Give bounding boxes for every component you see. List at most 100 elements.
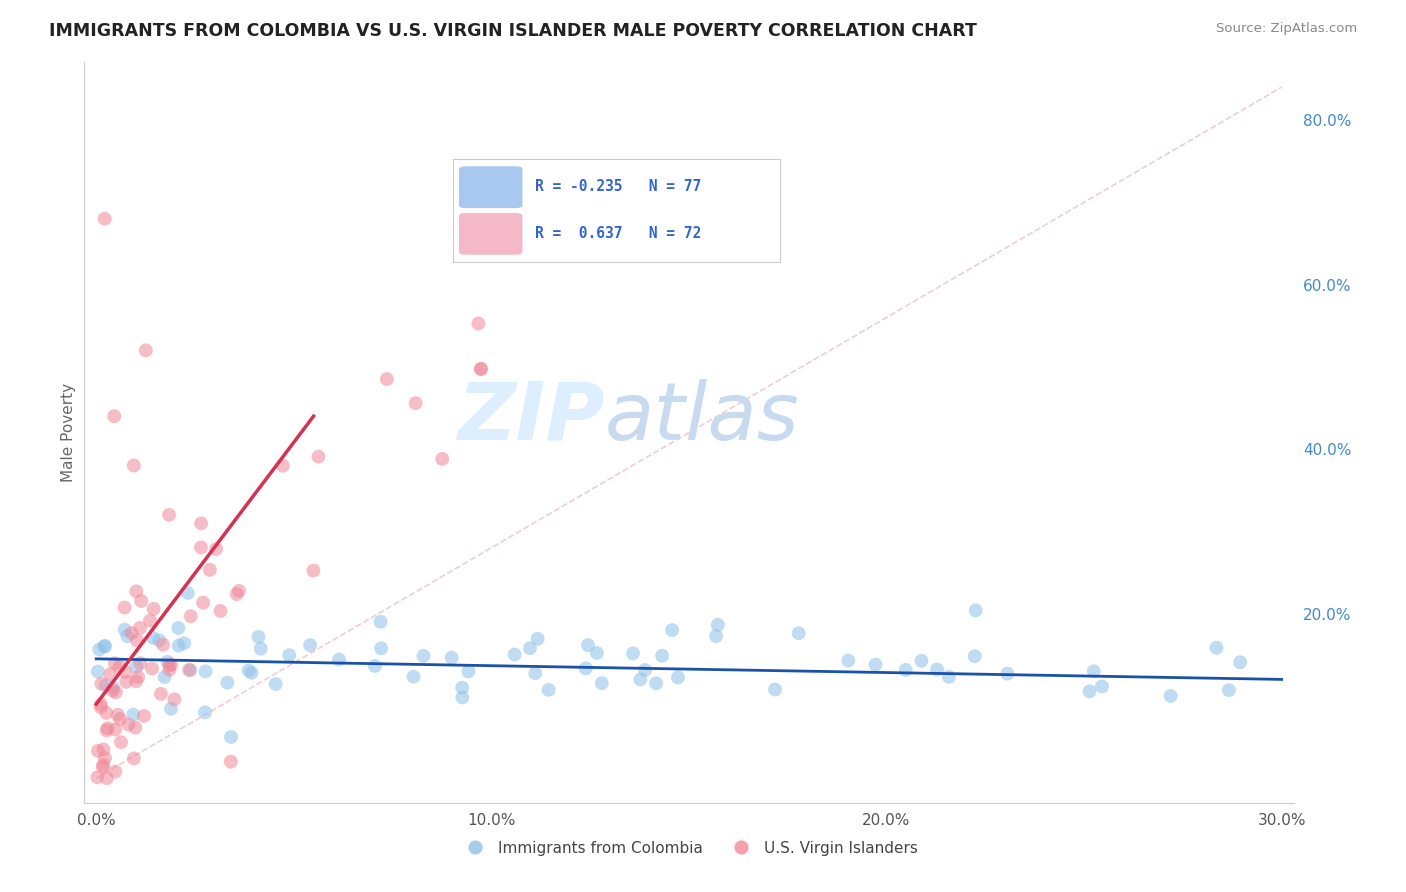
Point: [405, 396, 427, 410]
Point: [191, 596, 214, 610]
Point: [142, 602, 165, 616]
Point: [278, 648, 301, 663]
Point: [457, 665, 479, 679]
Point: [177, 586, 200, 600]
Point: [157, 663, 180, 677]
Point: [94, 751, 117, 765]
Point: [575, 661, 598, 675]
Point: [707, 617, 730, 632]
Point: [467, 317, 489, 331]
Point: [177, 663, 200, 677]
Point: [225, 587, 247, 601]
Point: [205, 542, 228, 557]
Point: [634, 663, 657, 677]
Point: [122, 751, 145, 765]
Point: [114, 623, 136, 637]
Point: [209, 604, 232, 618]
Point: [865, 657, 887, 672]
Point: [148, 633, 170, 648]
Point: [163, 692, 186, 706]
Point: [157, 508, 180, 522]
Point: [997, 666, 1019, 681]
Point: [104, 723, 127, 737]
Point: [190, 516, 212, 531]
Point: [451, 690, 474, 705]
Point: [249, 641, 271, 656]
Point: [132, 709, 155, 723]
Point: [108, 659, 131, 673]
Point: [370, 615, 392, 629]
Point: [157, 658, 180, 673]
Point: [115, 674, 138, 689]
Point: [96, 771, 118, 785]
Point: [97, 721, 120, 735]
Point: [107, 707, 129, 722]
Point: [1160, 689, 1182, 703]
Point: [198, 563, 221, 577]
Point: [519, 641, 541, 656]
Point: [149, 687, 172, 701]
Point: [645, 676, 668, 690]
Point: [938, 670, 960, 684]
Point: [787, 626, 810, 640]
Point: [90, 698, 112, 712]
Point: [894, 663, 917, 677]
Point: [180, 609, 202, 624]
Point: [524, 666, 547, 681]
Point: [135, 343, 157, 358]
Point: [666, 670, 689, 684]
Point: [271, 458, 294, 473]
Point: [1083, 665, 1105, 679]
Point: [219, 755, 242, 769]
Point: [160, 657, 183, 672]
Point: [103, 409, 125, 424]
Point: [96, 723, 118, 738]
Point: [101, 681, 124, 695]
Point: [91, 760, 114, 774]
Point: [440, 650, 463, 665]
Legend: Immigrants from Colombia, U.S. Virgin Islanders: Immigrants from Colombia, U.S. Virgin Is…: [454, 835, 924, 862]
Point: [470, 362, 492, 376]
Point: [1229, 655, 1251, 669]
Point: [837, 654, 859, 668]
Point: [328, 652, 350, 666]
Point: [104, 657, 127, 671]
Point: [537, 682, 560, 697]
Point: [114, 665, 136, 679]
Point: [122, 458, 145, 473]
Point: [370, 641, 392, 656]
Point: [129, 594, 152, 608]
Point: [93, 640, 115, 654]
Point: [167, 639, 190, 653]
Point: [963, 649, 986, 664]
Point: [125, 584, 148, 599]
Point: [110, 735, 132, 749]
Point: [238, 664, 260, 678]
Point: [763, 682, 786, 697]
Point: [93, 211, 115, 226]
Point: [219, 730, 242, 744]
Point: [217, 675, 239, 690]
Point: [1091, 680, 1114, 694]
Point: [630, 673, 652, 687]
Point: [142, 631, 165, 645]
Point: [173, 636, 195, 650]
Text: ZIP: ZIP: [457, 379, 605, 457]
Point: [412, 648, 434, 663]
Point: [927, 663, 949, 677]
Point: [503, 648, 526, 662]
Point: [94, 639, 117, 653]
Point: [651, 648, 673, 663]
Point: [114, 600, 136, 615]
Point: [179, 663, 201, 677]
Point: [576, 638, 599, 652]
Point: [125, 674, 148, 689]
Point: [451, 681, 474, 695]
Point: [661, 623, 683, 637]
Point: [90, 700, 112, 714]
Point: [117, 629, 139, 643]
Point: [160, 702, 183, 716]
Point: [108, 712, 131, 726]
Point: [299, 638, 322, 652]
Point: [94, 679, 117, 693]
